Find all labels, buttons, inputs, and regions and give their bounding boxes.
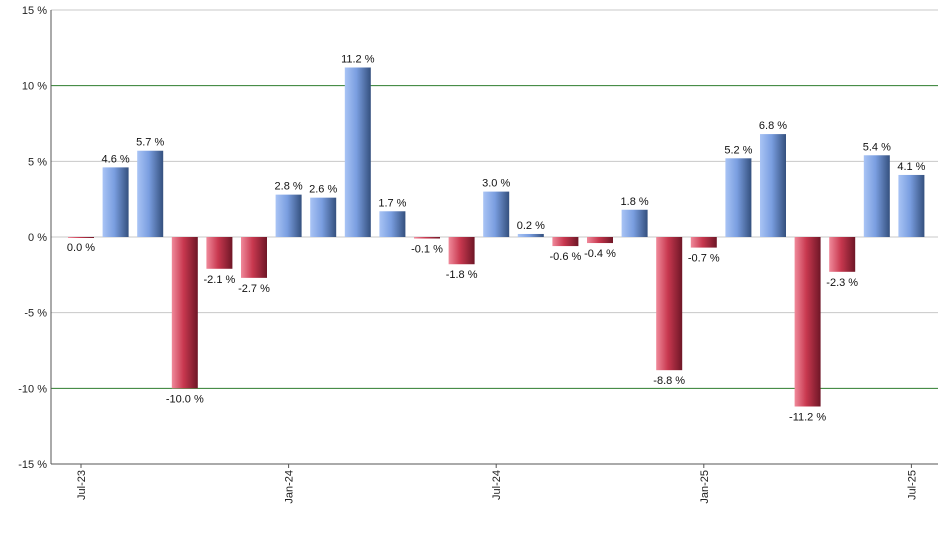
data-label: 5.7 % bbox=[136, 137, 164, 149]
bar bbox=[898, 174, 925, 237]
bar bbox=[344, 67, 371, 237]
data-label: 1.7 % bbox=[378, 197, 406, 209]
x-tick-label: Jul-24 bbox=[491, 470, 503, 500]
data-label: 1.8 % bbox=[621, 196, 649, 208]
data-label: 3.0 % bbox=[482, 178, 510, 190]
bar bbox=[587, 237, 613, 244]
data-label: 4.1 % bbox=[897, 161, 925, 173]
bar bbox=[621, 209, 648, 237]
data-label: -0.1 % bbox=[411, 244, 443, 256]
data-label: -0.7 % bbox=[688, 253, 720, 265]
bar bbox=[241, 237, 267, 278]
data-label: 5.2 % bbox=[724, 144, 752, 156]
bar bbox=[68, 237, 94, 238]
data-label: 6.8 % bbox=[759, 120, 787, 132]
bar bbox=[863, 155, 890, 237]
bar bbox=[275, 194, 302, 237]
y-tick-label: -15 % bbox=[18, 459, 47, 471]
data-label: 2.8 % bbox=[275, 181, 303, 193]
bar bbox=[414, 237, 440, 239]
bar bbox=[483, 191, 510, 237]
bar bbox=[829, 237, 856, 272]
bar bbox=[448, 237, 475, 265]
data-label: -2.3 % bbox=[826, 277, 858, 289]
y-tick-label: -5 % bbox=[24, 308, 47, 320]
x-tick-label: Jul-23 bbox=[76, 470, 88, 500]
bar bbox=[552, 237, 579, 247]
data-label: 0.0 % bbox=[67, 242, 95, 254]
data-label: -8.8 % bbox=[653, 375, 685, 387]
y-tick-label: 15 % bbox=[22, 5, 47, 17]
bars bbox=[68, 67, 925, 407]
data-label: -0.4 % bbox=[584, 248, 616, 260]
bar bbox=[137, 150, 164, 237]
axes: -15 % -10 % -5 % 0 % 5 % 10 % 15 % Jul-23 Jan-24… bbox=[18, 5, 938, 504]
y-tick-label: 0 % bbox=[28, 232, 47, 244]
data-label: -11.2 % bbox=[789, 411, 826, 423]
bar bbox=[725, 158, 752, 237]
data-label: -1.8 % bbox=[446, 269, 478, 281]
bar bbox=[379, 211, 406, 237]
y-tick-label: 5 % bbox=[28, 156, 47, 168]
bar bbox=[171, 237, 198, 389]
data-label: -2.7 % bbox=[238, 283, 270, 295]
data-label: 4.6 % bbox=[102, 153, 130, 165]
data-label: -10.0 % bbox=[166, 393, 204, 405]
x-tick-label: Jan-24 bbox=[284, 470, 296, 504]
bar bbox=[206, 237, 233, 269]
data-label: 5.4 % bbox=[863, 141, 891, 153]
bar bbox=[102, 167, 129, 237]
x-tick-label: Jul-25 bbox=[906, 470, 918, 500]
data-label: 11.2 % bbox=[341, 54, 375, 66]
x-tick-label: Jan-25 bbox=[699, 470, 711, 504]
bar bbox=[517, 233, 544, 237]
data-label: 0.2 % bbox=[517, 220, 545, 232]
y-tick-label: -10 % bbox=[18, 383, 47, 395]
y-tick-label: 10 % bbox=[22, 81, 47, 93]
data-label: -2.1 % bbox=[204, 274, 236, 286]
bar bbox=[760, 134, 786, 237]
data-label: -0.6 % bbox=[550, 251, 582, 263]
bar bbox=[310, 197, 337, 237]
data-label: 2.6 % bbox=[309, 184, 337, 196]
bar bbox=[656, 237, 683, 371]
data-labels: 0.0 % 4.6 % 5.7 % -10.0 % -2.1 %-2.7 % 2.8 % 2… bbox=[67, 54, 926, 424]
bar bbox=[794, 237, 821, 407]
bar bbox=[690, 237, 717, 248]
